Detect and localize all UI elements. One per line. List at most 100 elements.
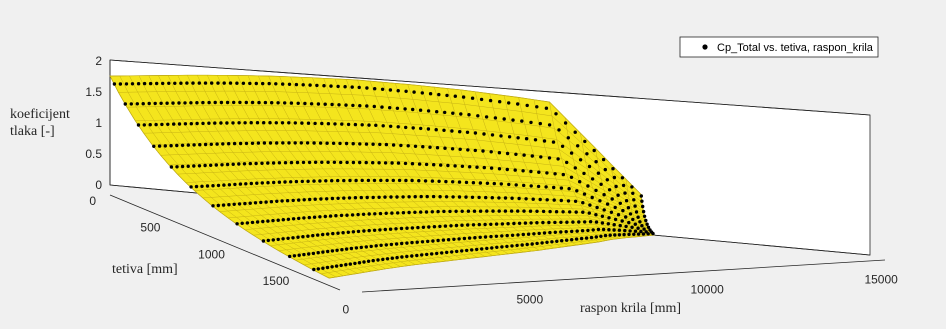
scatter-point bbox=[326, 122, 331, 126]
scatter-point bbox=[266, 238, 270, 243]
scatter-point bbox=[585, 152, 589, 156]
scatter-point bbox=[516, 136, 520, 140]
scatter-point bbox=[535, 105, 539, 109]
scatter-point bbox=[356, 212, 360, 217]
scatter-point bbox=[427, 225, 431, 229]
scatter-point bbox=[384, 142, 389, 147]
scatter-point bbox=[421, 145, 425, 149]
scatter-point bbox=[295, 160, 300, 165]
scatter-point bbox=[395, 195, 399, 199]
scatter-point bbox=[275, 199, 279, 203]
scatter-point bbox=[152, 144, 156, 148]
scatter-point bbox=[485, 181, 490, 185]
scatter-point bbox=[453, 94, 457, 98]
scatter-point bbox=[507, 101, 511, 105]
scatter-point bbox=[431, 194, 436, 199]
scatter-point bbox=[330, 102, 334, 107]
scatter-point bbox=[404, 178, 408, 183]
scatter-point bbox=[612, 223, 616, 227]
scatter-point bbox=[147, 101, 151, 106]
scatter-point bbox=[586, 228, 590, 233]
scatter-point bbox=[201, 121, 205, 126]
scatter-point bbox=[388, 227, 393, 231]
scatter-point bbox=[500, 234, 504, 238]
scatter-point bbox=[232, 202, 236, 206]
scatter-point bbox=[607, 228, 611, 232]
scatter-point bbox=[267, 81, 271, 86]
scatter-point bbox=[307, 252, 311, 256]
scatter-point bbox=[216, 81, 220, 85]
scatter-point bbox=[560, 239, 564, 243]
scatter-point bbox=[359, 245, 363, 250]
scatter-point bbox=[358, 160, 362, 165]
scatter-point bbox=[401, 195, 405, 199]
x-tick-label: 15000 bbox=[864, 273, 898, 287]
scatter-point bbox=[291, 236, 295, 240]
scatter-point bbox=[165, 101, 169, 105]
scatter-point bbox=[440, 251, 444, 255]
legend[interactable]: Cp_Total vs. tetiva, raspon_krila bbox=[679, 36, 879, 58]
scatter-point bbox=[358, 104, 362, 108]
scatter-point bbox=[311, 251, 316, 256]
scatter-point bbox=[360, 178, 364, 183]
scatter-point bbox=[538, 197, 542, 202]
scatter-point bbox=[639, 229, 643, 234]
scatter-point bbox=[161, 81, 165, 86]
scatter-point bbox=[301, 83, 305, 87]
scatter-point bbox=[286, 236, 290, 240]
scatter-point bbox=[596, 171, 601, 175]
scatter-point bbox=[255, 121, 260, 125]
scatter-point bbox=[175, 143, 179, 148]
scatter-point bbox=[530, 242, 534, 246]
scatter-point bbox=[225, 162, 230, 167]
scatter-point bbox=[412, 90, 416, 94]
scatter-point bbox=[241, 81, 246, 86]
scatter-point bbox=[288, 254, 292, 259]
scatter-point bbox=[335, 248, 339, 252]
scatter-point bbox=[468, 165, 472, 169]
scatter-point bbox=[537, 170, 541, 174]
scatter-point bbox=[559, 230, 563, 234]
scatter-point bbox=[227, 203, 231, 207]
scatter-point bbox=[372, 228, 377, 232]
scatter-point bbox=[535, 221, 539, 225]
scatter-point bbox=[607, 216, 611, 220]
scatter-point bbox=[600, 221, 605, 225]
scatter-point bbox=[451, 111, 455, 115]
scatter-point bbox=[277, 161, 282, 165]
scatter-point bbox=[339, 213, 344, 218]
scatter-point bbox=[554, 210, 559, 214]
scatter-point bbox=[344, 247, 349, 251]
scatter-point bbox=[365, 195, 369, 200]
scatter-point bbox=[417, 162, 422, 166]
scatter-point bbox=[292, 254, 297, 258]
scatter-point bbox=[396, 89, 400, 93]
scatter-point bbox=[601, 227, 606, 232]
scatter-point bbox=[380, 105, 384, 109]
scatter-point bbox=[592, 148, 596, 153]
scatter-point bbox=[435, 251, 439, 256]
scatter-point bbox=[548, 209, 552, 214]
box-edge-top-back bbox=[109, 59, 871, 116]
scatter-point bbox=[336, 231, 340, 235]
scatter-point bbox=[471, 223, 476, 227]
scatter-point bbox=[565, 160, 569, 165]
scatter-point bbox=[470, 96, 475, 100]
scatter-point bbox=[369, 244, 373, 249]
scatter-point bbox=[403, 161, 408, 166]
scatter-point bbox=[381, 257, 385, 262]
z-tick-label: 0 bbox=[95, 178, 102, 192]
scatter-point bbox=[353, 196, 358, 200]
scatter-point bbox=[367, 123, 371, 127]
scatter-point bbox=[320, 121, 324, 126]
scatter-point bbox=[378, 211, 383, 216]
scatter-point bbox=[550, 240, 554, 244]
scatter-point bbox=[308, 197, 312, 202]
scatter-point bbox=[344, 103, 348, 107]
scatter-point bbox=[498, 100, 502, 104]
scatter-point bbox=[448, 209, 452, 214]
scatter-point bbox=[235, 222, 239, 226]
scatter-point bbox=[511, 118, 515, 122]
scatter-point bbox=[512, 221, 516, 226]
scatter-point bbox=[516, 233, 520, 237]
